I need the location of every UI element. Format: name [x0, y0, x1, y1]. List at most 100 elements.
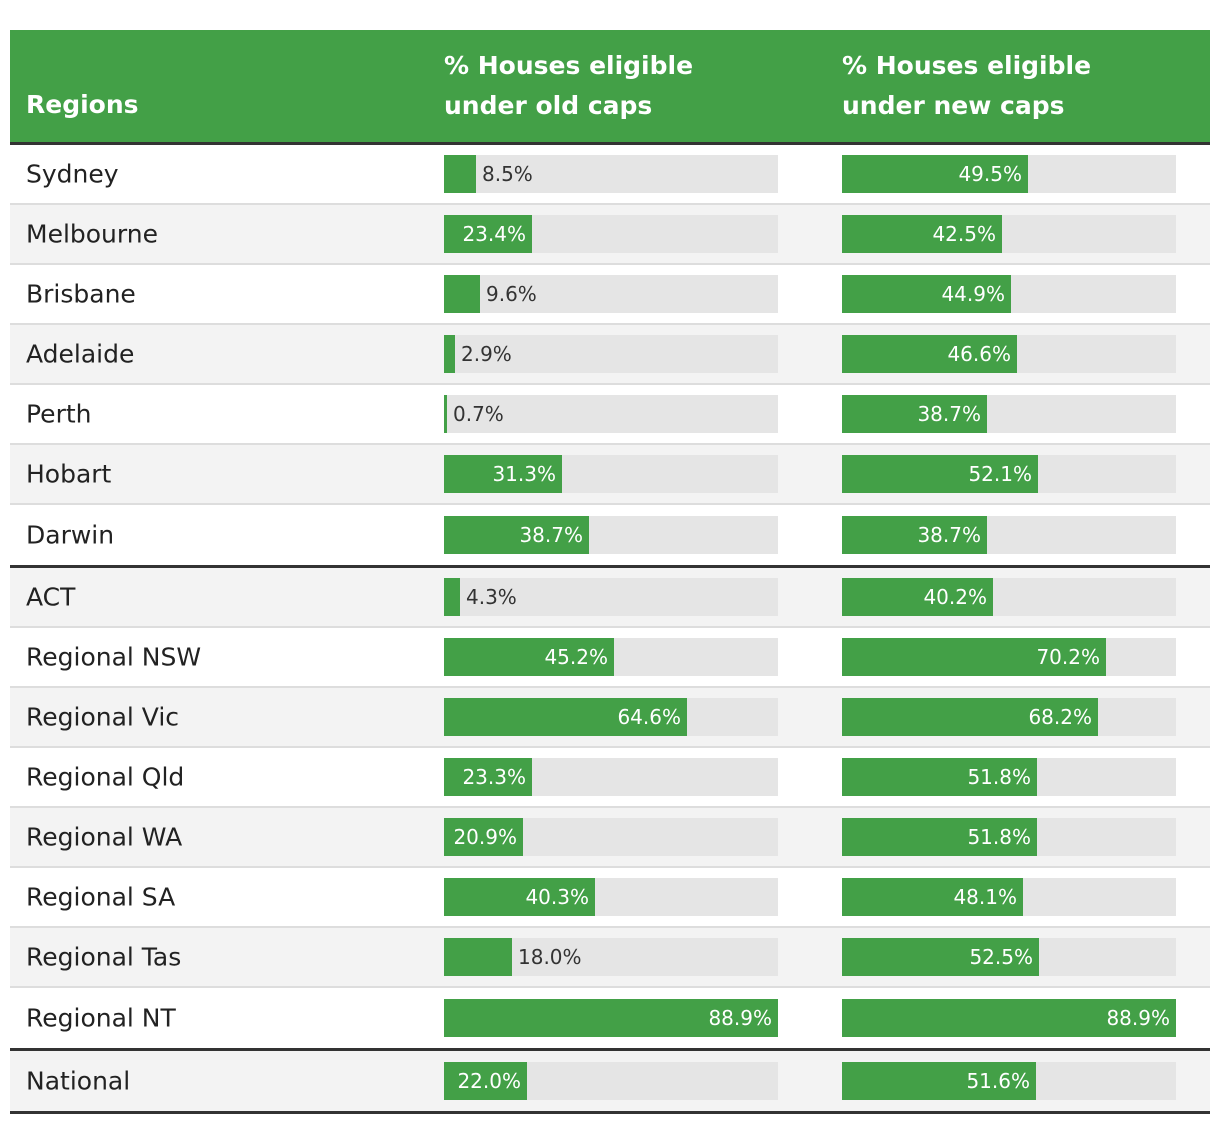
bar-track-old-caps: 0.7% — [444, 395, 778, 433]
region-name: Hobart — [26, 459, 112, 489]
bar-new-caps — [842, 578, 993, 616]
bar-old-caps — [444, 878, 595, 916]
bar-new-caps — [842, 516, 987, 554]
bar-track-new-caps: 51.8% — [842, 818, 1176, 856]
table-row: Regional Qld 23.3% 51.8% — [10, 748, 1210, 808]
bar-new-caps — [842, 938, 1039, 976]
value-label-new: 52.5% — [969, 945, 1033, 969]
value-label-old: 8.5% — [482, 162, 533, 186]
region-name: Perth — [26, 399, 92, 429]
bar-track-new-caps: 88.9% — [842, 999, 1176, 1037]
value-label-new: 51.6% — [966, 1069, 1030, 1093]
bar-track-new-caps: 40.2% — [842, 578, 1176, 616]
bar-new-caps — [842, 1062, 1036, 1100]
bar-track-new-caps: 52.5% — [842, 938, 1176, 976]
value-label-old: 64.6% — [617, 705, 681, 729]
bar-track-old-caps: 2.9% — [444, 335, 778, 373]
value-label-old: 2.9% — [461, 342, 512, 366]
bar-old-caps — [444, 758, 532, 796]
value-label-old: 45.2% — [544, 645, 608, 669]
value-label-new: 88.9% — [1106, 1006, 1170, 1030]
value-label-old: 22.0% — [457, 1069, 521, 1093]
value-label-new: 52.1% — [968, 462, 1032, 486]
bar-new-caps — [842, 999, 1176, 1037]
value-label-old: 40.3% — [525, 885, 589, 909]
bar-old-caps — [444, 1062, 527, 1100]
table-header: Regions % Houses eligible under old caps… — [10, 30, 1210, 142]
value-label-old: 38.7% — [519, 523, 583, 547]
region-name: Sydney — [26, 159, 119, 189]
value-label-old: 18.0% — [518, 945, 582, 969]
table-row: Regional NT 88.9% 88.9% — [10, 988, 1210, 1051]
value-label-new: 49.5% — [958, 162, 1022, 186]
bar-track-old-caps: 9.6% — [444, 275, 778, 313]
region-name: Melbourne — [26, 219, 158, 249]
table-row: National 22.0% 51.6% — [10, 1051, 1210, 1114]
table-row: Brisbane 9.6% 44.9% — [10, 265, 1210, 325]
value-label-new: 44.9% — [941, 282, 1005, 306]
bar-old-caps — [444, 395, 447, 433]
bar-new-caps — [842, 215, 1002, 253]
value-label-old: 88.9% — [708, 1006, 772, 1030]
bar-new-caps — [842, 455, 1038, 493]
header-new-caps: % Houses eligible under new caps — [842, 51, 1092, 120]
table-row: ACT 4.3% 40.2% — [10, 568, 1210, 628]
region-name: Regional NT — [26, 1003, 176, 1033]
bar-old-caps — [444, 638, 614, 676]
value-label-old: 23.3% — [462, 765, 526, 789]
value-label-old: 31.3% — [492, 462, 556, 486]
bar-track-new-caps: 68.2% — [842, 698, 1176, 736]
table-row: Regional Tas 18.0% 52.5% — [10, 928, 1210, 988]
region-name: Regional Tas — [26, 942, 182, 972]
bar-track-old-caps: 23.3% — [444, 758, 778, 796]
table-row: Sydney 8.5% 49.5% — [10, 145, 1210, 205]
bar-old-caps — [444, 999, 778, 1037]
region-name: Regional Vic — [26, 702, 180, 732]
value-label-old: 23.4% — [462, 222, 526, 246]
value-label-old: 0.7% — [453, 402, 504, 426]
bar-track-old-caps: 20.9% — [444, 818, 778, 856]
bar-old-caps — [444, 516, 589, 554]
region-name: Brisbane — [26, 279, 136, 309]
bar-track-new-caps: 38.7% — [842, 516, 1176, 554]
table-row: Regional NSW 45.2% 70.2% — [10, 628, 1210, 688]
bar-old-caps — [444, 275, 480, 313]
table-body: Sydney 8.5% 49.5% Melbourne 23.4% 42.5% Brisba… — [10, 145, 1210, 1114]
value-label-new: 68.2% — [1028, 705, 1092, 729]
bar-track-old-caps: 18.0% — [444, 938, 778, 976]
value-label-new: 51.8% — [967, 765, 1031, 789]
bar-old-caps — [444, 155, 476, 193]
region-name: ACT — [26, 582, 76, 612]
bar-track-old-caps: 22.0% — [444, 1062, 778, 1100]
bar-new-caps — [842, 818, 1037, 856]
bar-old-caps — [444, 818, 523, 856]
region-name: Adelaide — [26, 339, 135, 369]
region-name: Regional NSW — [26, 642, 202, 672]
header-regions: Regions — [26, 90, 139, 119]
value-label-new: 46.6% — [947, 342, 1011, 366]
bar-track-new-caps: 49.5% — [842, 155, 1176, 193]
table-row: Hobart 31.3% 52.1% — [10, 445, 1210, 505]
bar-track-old-caps: 4.3% — [444, 578, 778, 616]
bar-track-new-caps: 51.8% — [842, 758, 1176, 796]
bar-track-old-caps: 88.9% — [444, 999, 778, 1037]
bar-old-caps — [444, 698, 687, 736]
table-row: Perth 0.7% 38.7% — [10, 385, 1210, 445]
table-row: Darwin 38.7% 38.7% — [10, 505, 1210, 568]
value-label-new: 70.2% — [1036, 645, 1100, 669]
bar-track-old-caps: 23.4% — [444, 215, 778, 253]
bar-old-caps — [444, 335, 455, 373]
bar-track-new-caps: 52.1% — [842, 455, 1176, 493]
bar-old-caps — [444, 215, 532, 253]
table-row: Adelaide 2.9% 46.6% — [10, 325, 1210, 385]
bar-track-new-caps: 44.9% — [842, 275, 1176, 313]
value-label-new: 48.1% — [953, 885, 1017, 909]
bar-new-caps — [842, 758, 1037, 796]
region-name: Regional Qld — [26, 762, 185, 792]
bar-new-caps — [842, 275, 1011, 313]
header-old-caps: % Houses eligible under old caps — [444, 51, 694, 120]
bar-track-new-caps: 51.6% — [842, 1062, 1176, 1100]
region-name: Darwin — [26, 520, 115, 550]
table-row: Melbourne 23.4% 42.5% — [10, 205, 1210, 265]
region-name: National — [26, 1066, 131, 1096]
